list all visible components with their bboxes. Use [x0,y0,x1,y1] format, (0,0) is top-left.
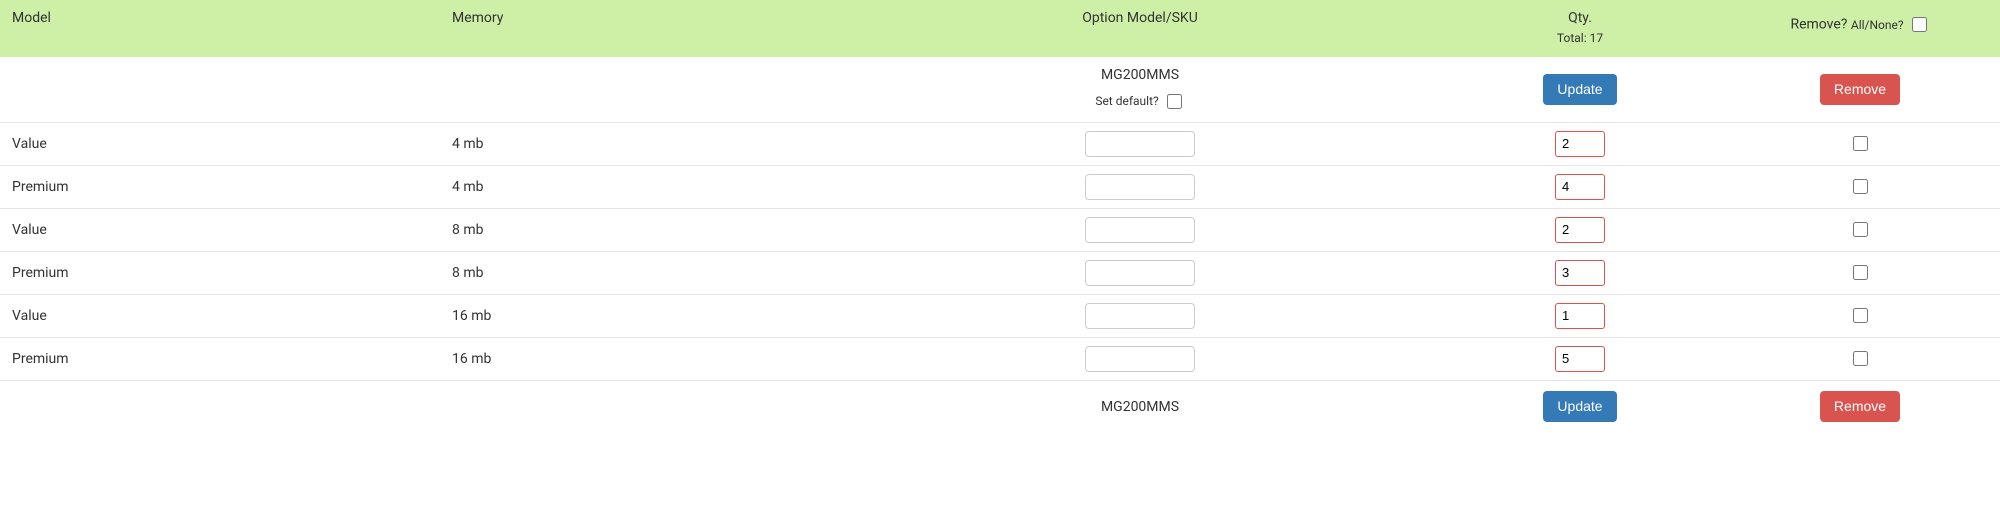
cell-remove [1720,251,2000,294]
col-header-memory: Memory [440,0,840,57]
cell-remove [1720,208,2000,251]
remove-checkbox[interactable] [1853,265,1868,280]
cell-memory: 16 mb [440,337,840,380]
table-row: Value8 mb [0,208,2000,251]
cell-memory: 4 mb [440,122,840,165]
remove-button-top[interactable]: Remove [1820,74,1900,106]
cell-model: Value [0,122,440,165]
update-button-bottom[interactable]: Update [1543,391,1616,423]
remove-header-label: Remove? [1790,17,1847,33]
remove-checkbox[interactable] [1853,179,1868,194]
top-sku-value: MG200MMS [1101,67,1179,83]
cell-sku [840,208,1440,251]
cell-sku [840,294,1440,337]
sku-input[interactable] [1085,217,1195,243]
cell-qty [1440,337,1720,380]
bottom-sku-value: MG200MMS [1101,399,1179,415]
table-row: Premium16 mb [0,337,2000,380]
col-header-qty: Qty. Total: 17 [1440,0,1720,57]
set-default-checkbox[interactable] [1167,94,1182,109]
qty-input[interactable] [1555,131,1605,157]
cell-sku [840,337,1440,380]
remove-button-bottom[interactable]: Remove [1820,391,1900,423]
remove-checkbox[interactable] [1853,308,1868,323]
qty-header-label: Qty. [1568,10,1592,26]
sku-input[interactable] [1085,303,1195,329]
qty-input[interactable] [1555,217,1605,243]
qty-input[interactable] [1555,260,1605,286]
table-header-row: Model Memory Option Model/SKU Qty. Total… [0,0,2000,57]
cell-model: Value [0,208,440,251]
cell-qty [1440,251,1720,294]
col-header-sku: Option Model/SKU [840,0,1440,57]
qty-total-label: Total: 17 [1452,30,1708,47]
cell-qty [1440,294,1720,337]
cell-remove [1720,165,2000,208]
cell-qty [1440,208,1720,251]
product-matrix-table: Model Memory Option Model/SKU Qty. Total… [0,0,2000,432]
cell-memory: 4 mb [440,165,840,208]
table-row: Premium8 mb [0,251,2000,294]
table-row: Premium4 mb [0,165,2000,208]
cell-memory: 8 mb [440,251,840,294]
top-action-row: MG200MMS Set default? Update Remove [0,57,2000,123]
cell-model: Premium [0,337,440,380]
remove-checkbox[interactable] [1853,351,1868,366]
table-row: Value16 mb [0,294,2000,337]
cell-sku [840,122,1440,165]
qty-input[interactable] [1555,303,1605,329]
remove-checkbox[interactable] [1853,222,1868,237]
sku-input[interactable] [1085,131,1195,157]
sku-input[interactable] [1085,260,1195,286]
qty-input[interactable] [1555,174,1605,200]
cell-remove [1720,122,2000,165]
cell-qty [1440,122,1720,165]
set-default-label: Set default? [1095,94,1158,108]
qty-input[interactable] [1555,346,1605,372]
all-none-checkbox[interactable] [1912,17,1927,32]
cell-qty [1440,165,1720,208]
col-header-remove: Remove? All/None? [1720,0,2000,57]
remove-checkbox[interactable] [1853,136,1868,151]
cell-memory: 16 mb [440,294,840,337]
sku-input[interactable] [1085,346,1195,372]
cell-model: Premium [0,165,440,208]
cell-remove [1720,294,2000,337]
cell-remove [1720,337,2000,380]
table-row: Value4 mb [0,122,2000,165]
cell-memory: 8 mb [440,208,840,251]
bottom-action-row: MG200MMS Update Remove [0,380,2000,432]
all-none-label: All/None? [1851,18,1904,32]
sku-input[interactable] [1085,174,1195,200]
cell-sku [840,165,1440,208]
update-button-top[interactable]: Update [1543,74,1616,106]
cell-model: Premium [0,251,440,294]
cell-sku [840,251,1440,294]
col-header-model: Model [0,0,440,57]
cell-model: Value [0,294,440,337]
